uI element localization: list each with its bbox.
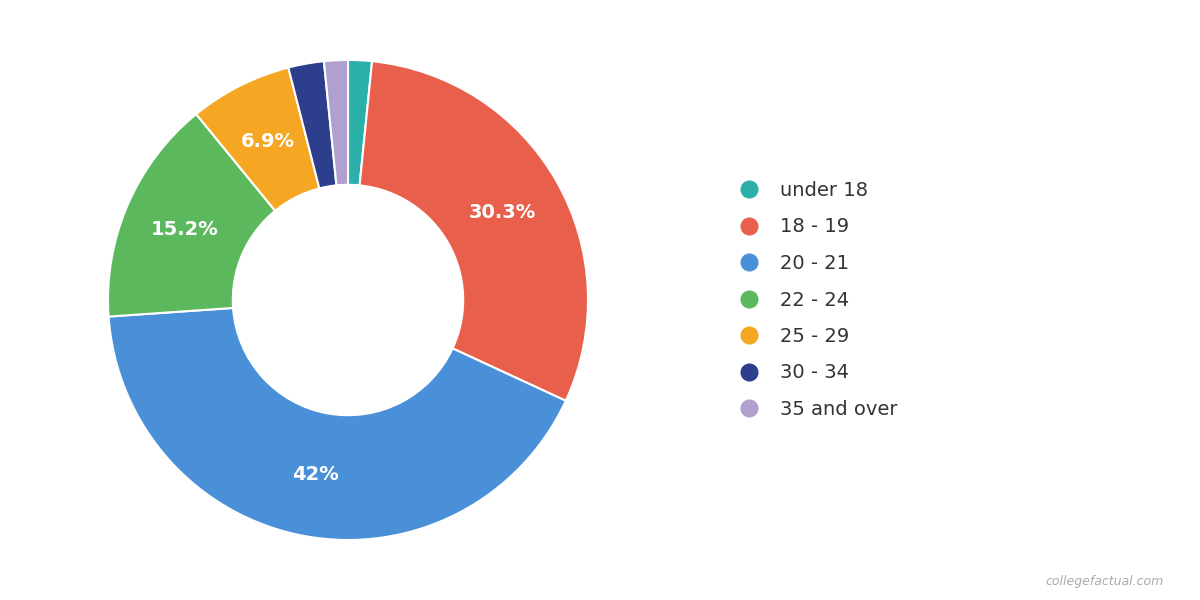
Text: collegefactual.com: collegefactual.com <box>1045 575 1164 588</box>
Wedge shape <box>324 60 348 185</box>
Wedge shape <box>288 61 336 188</box>
Text: 42%: 42% <box>293 465 340 484</box>
Wedge shape <box>108 308 565 540</box>
Text: 6.9%: 6.9% <box>241 132 295 151</box>
Text: 15.2%: 15.2% <box>151 220 218 239</box>
Legend: under 18, 18 - 19, 20 - 21, 22 - 24, 25 - 29, 30 - 34, 35 and over: under 18, 18 - 19, 20 - 21, 22 - 24, 25 … <box>730 181 898 419</box>
Wedge shape <box>196 68 319 211</box>
Wedge shape <box>108 114 275 317</box>
Wedge shape <box>348 60 372 185</box>
Text: 30.3%: 30.3% <box>469 203 536 221</box>
Wedge shape <box>360 61 588 401</box>
